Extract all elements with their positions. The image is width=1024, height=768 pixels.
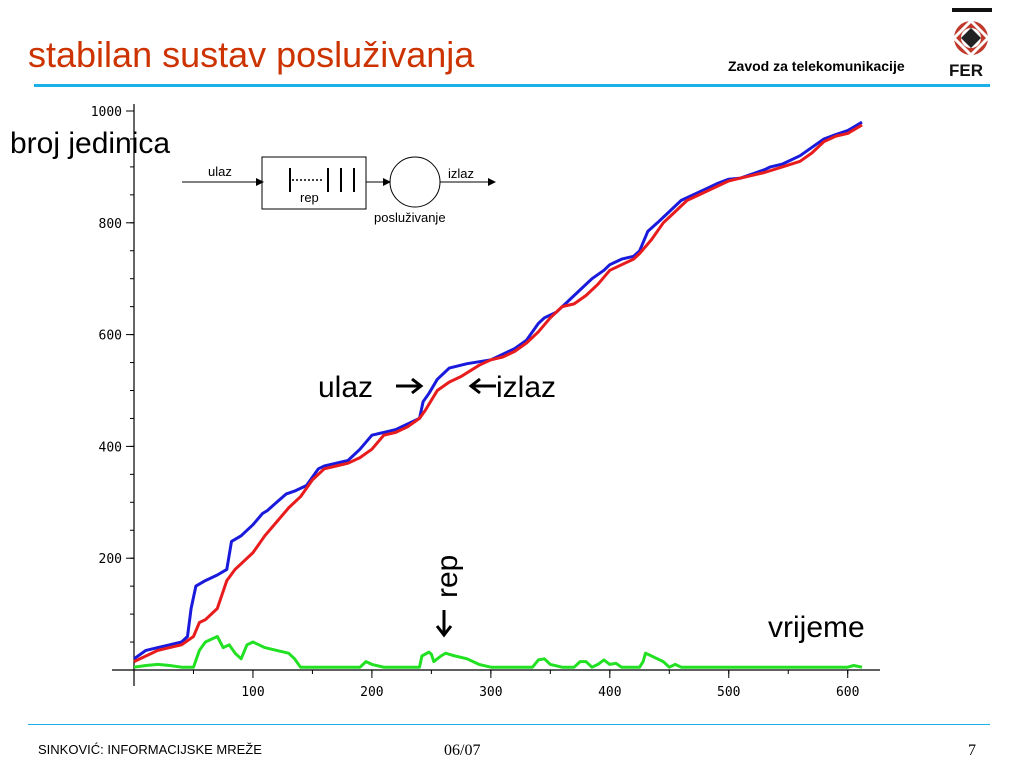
queue-system-diagram: ulaz rep posluživanje izlaz — [182, 156, 496, 225]
diagram-server-label: posluživanje — [374, 210, 446, 225]
x-tick-label: 100 — [241, 685, 264, 700]
slide-title: stabilan sustav posluživanja — [28, 34, 475, 75]
y-tick-label: 1000 — [91, 105, 122, 120]
fer-logo: FER — [949, 8, 992, 80]
departures-label: izlaz — [496, 371, 556, 404]
x-tick-label: 200 — [360, 685, 383, 700]
queue-series-line — [133, 635, 863, 669]
arrow-down-icon — [435, 610, 453, 638]
institute-name: Zavod za telekomunikacije — [728, 58, 905, 74]
header-rule — [34, 84, 990, 87]
arrow-left-icon — [468, 377, 496, 395]
svg-text:FER: FER — [949, 61, 983, 80]
x-tick-label: 400 — [598, 685, 621, 700]
diagram-queue-label: rep — [300, 190, 319, 205]
arrow-right-icon — [396, 377, 424, 395]
diagram-output-label: izlaz — [448, 166, 474, 181]
diagram-input-label: ulaz — [208, 164, 232, 179]
queue-label: rep — [431, 555, 464, 598]
y-tick-label: 200 — [99, 552, 122, 567]
footer-rule — [28, 724, 990, 725]
footer-year: 06/07 — [444, 742, 481, 759]
arrivals-series-line — [133, 120, 863, 661]
y-tick-label: 600 — [99, 329, 122, 344]
x-tick-label: 500 — [717, 685, 740, 700]
page-number: 7 — [968, 742, 976, 759]
queue-annotation: rep — [431, 555, 464, 638]
arrivals-annotation: ulaz — [318, 371, 424, 404]
x-axis-label: vrijeme — [768, 611, 865, 644]
arrivals-label: ulaz — [318, 371, 373, 404]
departures-series-line — [133, 123, 863, 663]
y-tick-label: 400 — [99, 440, 122, 455]
departures-annotation: izlaz — [468, 371, 556, 404]
x-tick-label: 300 — [479, 685, 502, 700]
footer-author: SINKOVIĆ: INFORMACIJSKE MREŽE — [38, 742, 262, 757]
y-tick-label: 800 — [99, 217, 122, 232]
x-tick-label: 600 — [836, 685, 859, 700]
y-axis-label: broj jedinica — [10, 127, 171, 160]
